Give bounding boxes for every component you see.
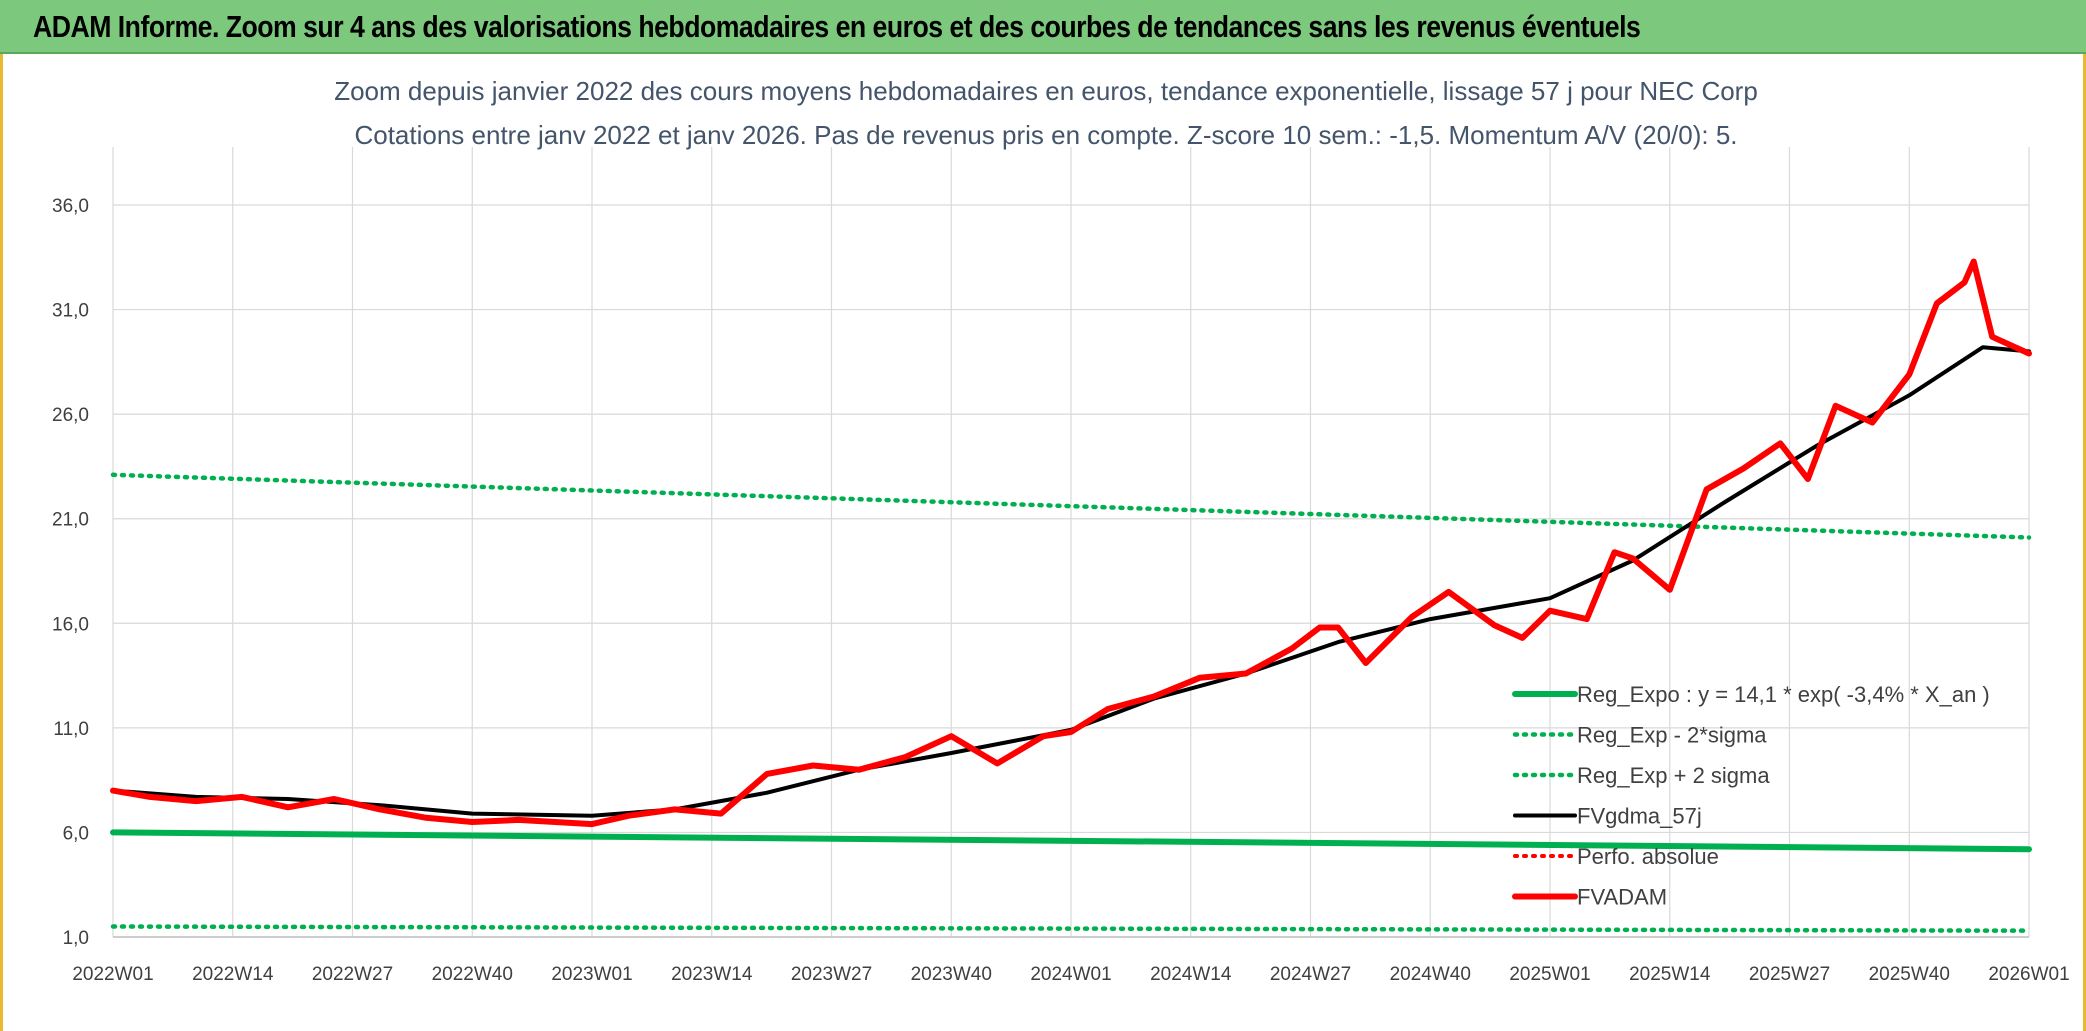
- x-tick-label: 2022W40: [432, 964, 513, 985]
- y-tick-label: 6,0: [63, 823, 89, 844]
- x-tick-label: 2026W01: [1988, 964, 2069, 985]
- chart-subtitle: Cotations entre janv 2022 et janv 2026. …: [354, 120, 1737, 150]
- series-line-5: [110, 258, 2032, 828]
- y-tick-label: 26,0: [52, 405, 89, 426]
- legend-label: Reg_Exp + 2 sigma: [1577, 763, 1770, 788]
- y-tick-label: 11,0: [53, 719, 89, 740]
- legend-label: FVgdma_57j: [1577, 804, 1702, 829]
- legend-label: Perfo. absolue: [1577, 844, 1719, 869]
- x-tick-label: 2023W14: [671, 964, 753, 985]
- chart: Zoom depuis janvier 2022 des cours moyen…: [52, 76, 2070, 985]
- x-tick-label: 2022W14: [192, 964, 274, 985]
- banner: ADAM Informe. Zoom sur 4 ans des valoris…: [0, 0, 2086, 54]
- series-line-3: [111, 345, 2031, 818]
- legend: Reg_Expo : y = 14,1 * exp( -3,4% * X_an …: [1512, 682, 1990, 910]
- x-tick-label: 2025W40: [1869, 964, 1950, 985]
- series-line-1: [110, 924, 2032, 933]
- x-tick-label: 2024W27: [1270, 964, 1351, 985]
- y-axis: 1,0 6,0 11,0 16,0 21,0 26,0 31,0 36,0: [52, 196, 89, 949]
- grid: [112, 147, 2030, 938]
- legend-label: FVADAM: [1577, 885, 1667, 910]
- x-axis: 2022W01 2022W14 2022W27 2022W40 2023W01 2023W…: [72, 964, 2069, 985]
- x-tick-label: 2022W27: [312, 964, 393, 985]
- y-tick-label: 16,0: [52, 614, 89, 635]
- legend-label: Reg_Expo : y = 14,1 * exp( -3,4% * X_an …: [1577, 682, 1990, 707]
- y-tick-label: 36,0: [52, 196, 89, 217]
- legend-label: Reg_Exp - 2*sigma: [1577, 723, 1767, 748]
- x-tick-label: 2023W27: [791, 964, 872, 985]
- y-tick-label: 21,0: [52, 510, 89, 531]
- x-tick-label: 2024W14: [1150, 964, 1232, 985]
- series-line-0: [110, 829, 2032, 853]
- y-tick-label: 31,0: [52, 301, 89, 322]
- x-tick-label: 2022W01: [72, 964, 153, 985]
- x-tick-label: 2025W14: [1629, 964, 1711, 985]
- chart-title: Zoom depuis janvier 2022 des cours moyen…: [334, 76, 1758, 106]
- x-tick-label: 2025W01: [1509, 964, 1590, 985]
- chart-frame: Zoom depuis janvier 2022 des cours moyen…: [0, 54, 2086, 1031]
- x-tick-label: 2025W27: [1749, 964, 1830, 985]
- x-tick-label: 2023W40: [911, 964, 992, 985]
- x-tick-label: 2023W01: [551, 964, 632, 985]
- banner-title: ADAM Informe. Zoom sur 4 ans des valoris…: [33, 9, 1641, 44]
- x-tick-label: 2024W40: [1390, 964, 1471, 985]
- series-layer: [110, 258, 2032, 933]
- x-tick-label: 2024W01: [1030, 964, 1111, 985]
- y-tick-label: 1,0: [63, 928, 89, 949]
